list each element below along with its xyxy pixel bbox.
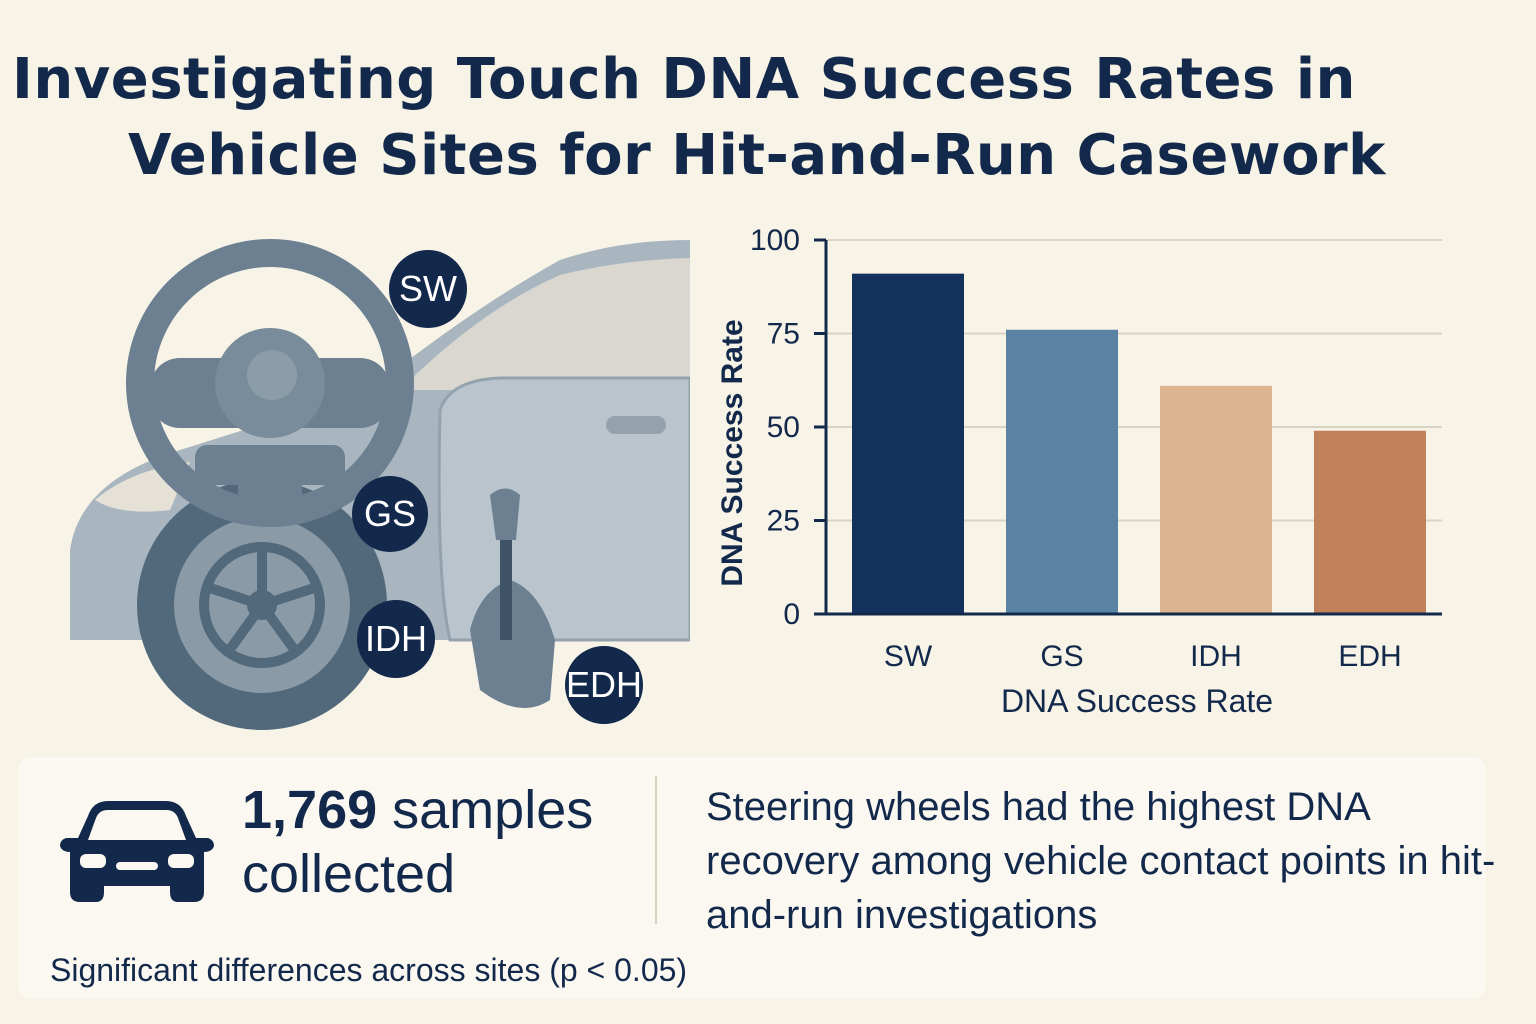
samples-number: 1,769: [242, 780, 378, 840]
title-line-1: Investigating Touch DNA Success Rates in: [12, 47, 1356, 112]
car-icon: [60, 801, 214, 902]
y-tick-label: 75: [767, 318, 800, 351]
badge-idh: IDH: [357, 600, 435, 678]
car-interior-graphic: [70, 239, 692, 730]
y-axis-label: DNA Success Rate: [716, 319, 749, 586]
badge-gs: GS: [352, 476, 428, 552]
x-tick-label: IDH: [1190, 640, 1242, 673]
y-tick-label: 50: [767, 411, 800, 444]
gear-base: [470, 580, 555, 708]
x-tick-label: GS: [1040, 640, 1083, 673]
car-window: [400, 258, 690, 390]
key-finding: Steering wheels had the highest DNA reco…: [706, 785, 1496, 937]
x-axis-label: DNA Success Rate: [1001, 683, 1273, 719]
dna-success-chart: 0 25 50 75 100 SW GS IDH EDH DNA Success Rate DNA …: [690, 210, 1536, 730]
summary-panel: [18, 757, 1486, 999]
door-handle: [606, 416, 666, 434]
steering-wheel: [126, 239, 414, 527]
bar-edh: [1314, 430, 1426, 614]
y-tick-label: 0: [783, 598, 800, 631]
bar-chart-svg: 0 25 50 75 100 SW GS IDH EDH DNA Success Rate DNA …: [716, 224, 1442, 719]
bar-sw: [852, 273, 964, 614]
x-tick-label: SW: [884, 640, 933, 673]
x-tick-label: EDH: [1338, 640, 1401, 673]
bar-idh: [1160, 385, 1272, 614]
samples-label: samples collected: [242, 780, 594, 904]
significance-note: Significant differences across sites (p …: [50, 952, 688, 988]
badge-sw: SW: [389, 250, 467, 328]
samples-collected: 1,769 samples collected: [242, 778, 662, 906]
vehicle-illustration: SW GS IDH EDH: [0, 200, 692, 740]
badge-edh: EDH: [565, 646, 643, 724]
title-line-2: Vehicle Sites for Hit-and-Run Casework: [128, 123, 1386, 188]
y-tick-label: 100: [750, 224, 800, 257]
divider: [655, 776, 657, 924]
hub: [247, 590, 277, 620]
gear-knob: [490, 488, 520, 540]
bar-gs: [1006, 329, 1118, 614]
gear-lever: [500, 530, 512, 640]
y-tick-label: 25: [767, 505, 800, 538]
